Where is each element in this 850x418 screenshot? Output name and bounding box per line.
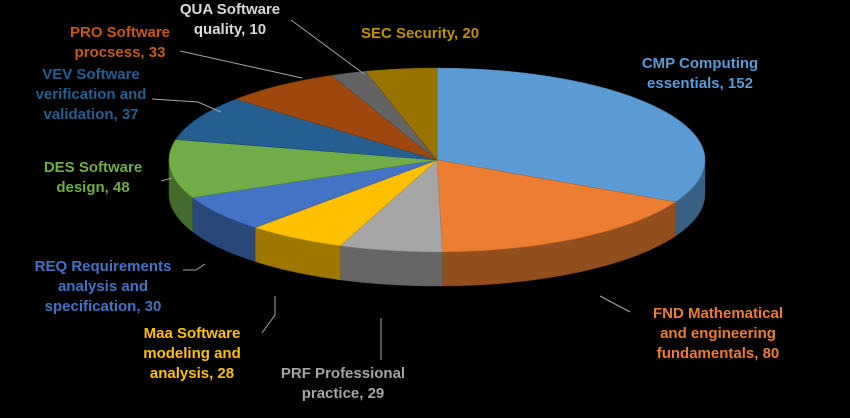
leader-line-pro-software-procsess bbox=[179, 50, 303, 79]
data-label-fnd-mathematical-and-engineering-fundamentals: FND Mathematical and engineering fundament… bbox=[653, 305, 783, 362]
data-label-pro-software-procsess: PRO Software procsess, 33 bbox=[70, 24, 170, 61]
slice-des-software-design bbox=[168, 139, 438, 198]
slice-labels: CMP Computing essentials, 152 FND Mathemat… bbox=[35, 1, 783, 402]
leader-line-req-requirements-analysis-and-specification bbox=[183, 263, 206, 271]
leader-line-qua-software-quality bbox=[290, 19, 365, 75]
data-label-vev-software-verification-and-validation: VEV Software verification and validation, … bbox=[36, 66, 147, 123]
slice-sec-security bbox=[365, 67, 438, 161]
data-label-qua-software-quality: QUA Software quality, 10 bbox=[180, 1, 280, 38]
leader-line-vev-software-verification-and-validation bbox=[151, 98, 222, 113]
leader-line-des-software-design bbox=[160, 177, 173, 182]
data-label-cmp-computing-essentials: CMP Computing essentials, 152 bbox=[642, 55, 758, 92]
slice-vev-software-verification-and-validation bbox=[175, 98, 438, 161]
data-label-prf-professional-practice: PRF Professional practice, 29 bbox=[281, 365, 405, 402]
slice-cmp-computing-essentials bbox=[436, 67, 706, 203]
data-label-des-software-design: DES Software design, 48 bbox=[44, 159, 142, 196]
slice-pro-software-procsess bbox=[235, 75, 438, 161]
leader-line-maa-software-modeling-and-analysis bbox=[261, 296, 276, 334]
data-label-sec-security: SEC Security, 20 bbox=[361, 25, 479, 42]
pie-tops bbox=[168, 67, 706, 253]
leader-line-fnd-mathematical-and-engineering-fundamentals bbox=[599, 295, 631, 313]
data-label-maa-software-modeling-and-analysis: Maa Software modeling and analysis, 28 bbox=[143, 325, 241, 382]
slice-fnd-mathematical-and-engineering-fundamentals bbox=[436, 159, 677, 253]
leader-lines bbox=[151, 19, 631, 360]
data-label-req-requirements-analysis-and-specification: REQ Requirements analysis and specificatio… bbox=[35, 258, 172, 315]
